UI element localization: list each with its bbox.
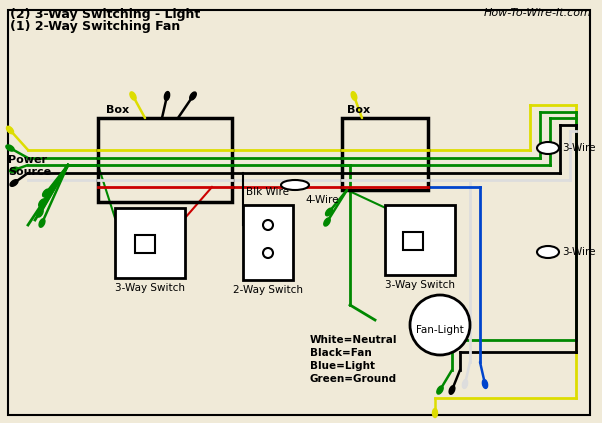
Ellipse shape — [462, 379, 468, 388]
Text: White=Neutral: White=Neutral — [310, 335, 397, 345]
Ellipse shape — [10, 180, 18, 186]
Ellipse shape — [190, 92, 196, 100]
Bar — [385, 205, 455, 275]
Ellipse shape — [130, 92, 136, 100]
Bar — [115, 208, 185, 278]
Ellipse shape — [326, 208, 332, 216]
Ellipse shape — [7, 126, 13, 134]
Text: (2) 3-Way Switching - Light: (2) 3-Way Switching - Light — [10, 8, 200, 21]
Bar — [243, 205, 293, 280]
Text: Fan-Light: Fan-Light — [416, 325, 464, 335]
Text: Power
Source: Power Source — [8, 155, 51, 176]
Ellipse shape — [43, 189, 49, 197]
Ellipse shape — [324, 218, 330, 226]
Text: How-To-Wire-It.com: How-To-Wire-It.com — [484, 8, 592, 18]
Text: 3-Way Switch: 3-Way Switch — [115, 283, 185, 293]
Text: Box: Box — [347, 105, 370, 115]
Bar — [135, 235, 155, 253]
Ellipse shape — [482, 379, 488, 388]
Ellipse shape — [6, 145, 14, 151]
Ellipse shape — [432, 409, 438, 418]
Circle shape — [410, 295, 470, 355]
Ellipse shape — [449, 386, 455, 394]
Text: Blue=Light: Blue=Light — [310, 361, 375, 371]
Ellipse shape — [39, 219, 45, 227]
Ellipse shape — [39, 199, 45, 207]
Text: Blk Wire: Blk Wire — [246, 187, 290, 197]
Ellipse shape — [37, 209, 43, 217]
Circle shape — [263, 220, 273, 230]
Text: 3-Wire: 3-Wire — [562, 247, 595, 257]
Ellipse shape — [537, 142, 559, 154]
Text: Black=Fan: Black=Fan — [310, 348, 372, 358]
Bar — [403, 232, 423, 250]
Ellipse shape — [437, 386, 443, 394]
Text: Box: Box — [106, 105, 129, 115]
Text: 4-Wire: 4-Wire — [305, 195, 338, 205]
Text: (1) 2-Way Switching Fan: (1) 2-Way Switching Fan — [10, 20, 180, 33]
Text: 3-Way Switch: 3-Way Switch — [385, 280, 455, 290]
Ellipse shape — [10, 167, 18, 173]
Ellipse shape — [164, 91, 170, 100]
Ellipse shape — [351, 92, 357, 100]
Text: 2-Way Switch: 2-Way Switch — [233, 285, 303, 295]
Text: Green=Ground: Green=Ground — [310, 374, 397, 384]
Ellipse shape — [281, 180, 309, 190]
Ellipse shape — [537, 246, 559, 258]
Circle shape — [263, 248, 273, 258]
Text: 3-Wire: 3-Wire — [562, 143, 595, 153]
Bar — [98, 118, 232, 202]
Bar — [342, 118, 428, 190]
